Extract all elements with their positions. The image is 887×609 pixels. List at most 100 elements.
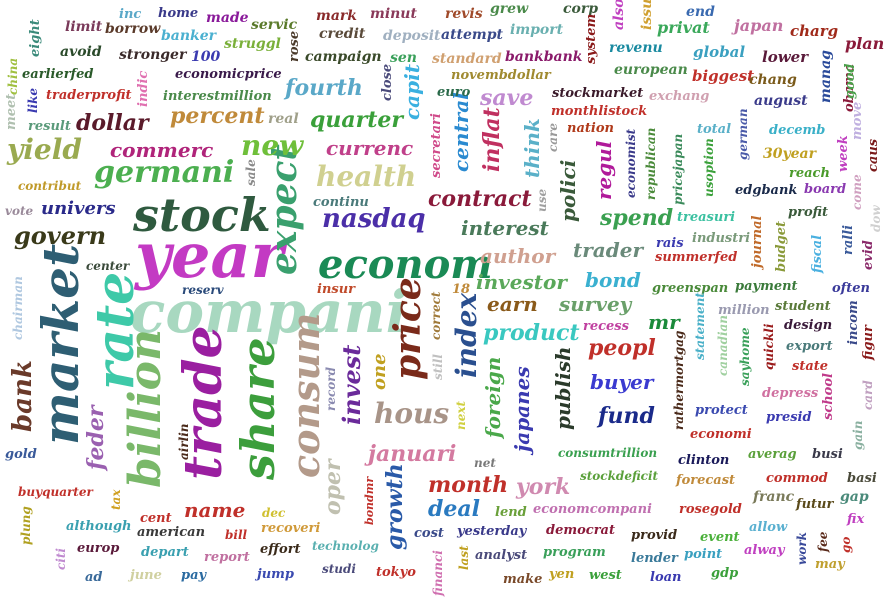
word: recoveri xyxy=(261,521,321,536)
word: economicprice xyxy=(175,67,282,82)
word: provid xyxy=(631,528,678,543)
word: net xyxy=(474,456,496,470)
word: inc xyxy=(119,7,142,22)
word: 18 xyxy=(452,282,471,297)
word: billion xyxy=(120,329,171,488)
word: interestmillion xyxy=(163,89,272,104)
word: stockmarket xyxy=(552,86,644,101)
word: revenu xyxy=(609,40,663,56)
word: economist xyxy=(624,128,638,198)
word: depress xyxy=(762,386,819,401)
word: oper xyxy=(320,459,346,515)
word: work xyxy=(795,532,809,565)
word: allow xyxy=(749,520,788,535)
word: product xyxy=(483,320,580,346)
word: monthlistock xyxy=(551,104,648,119)
word: banker xyxy=(161,28,217,44)
word: averag xyxy=(748,447,797,462)
word: earlierfed xyxy=(22,67,94,82)
word: bondmr xyxy=(363,476,376,525)
word: also xyxy=(611,0,627,30)
word: peopl xyxy=(588,335,656,361)
word: deal xyxy=(428,496,480,522)
word: invest xyxy=(337,344,366,425)
word: china xyxy=(6,57,20,95)
word: york xyxy=(516,474,571,500)
word: feder xyxy=(83,405,109,470)
word: busi xyxy=(812,447,843,462)
word: student xyxy=(775,299,831,314)
word: event xyxy=(700,530,740,545)
word: quarter xyxy=(310,107,403,133)
word: lend xyxy=(495,505,527,520)
word: futur xyxy=(796,497,834,512)
word: market xyxy=(31,243,90,445)
word: summerfed xyxy=(655,250,738,265)
word: exchang xyxy=(649,89,710,104)
word: yen xyxy=(549,567,575,582)
word: german xyxy=(736,108,750,160)
word: struggl xyxy=(224,36,281,52)
word: contribut xyxy=(18,179,82,193)
word: bond xyxy=(585,268,641,292)
word: european xyxy=(614,62,688,78)
word: percent xyxy=(170,103,265,129)
word: privat xyxy=(657,18,710,37)
word: basi xyxy=(847,471,877,486)
word: go xyxy=(839,536,853,553)
word: think xyxy=(520,118,544,178)
word: trader xyxy=(573,238,643,262)
word: lender xyxy=(631,551,678,566)
word: 30year xyxy=(763,146,816,162)
word: spend xyxy=(600,205,674,231)
word: consum xyxy=(283,312,328,478)
word: payment xyxy=(735,279,798,294)
word: revis xyxy=(445,6,483,22)
word: save xyxy=(480,85,534,111)
word: mr xyxy=(648,310,680,334)
word: ralli xyxy=(841,224,856,255)
word: studi xyxy=(322,562,356,576)
word: avoid xyxy=(60,44,102,60)
word: dollar xyxy=(76,110,149,136)
word: author xyxy=(480,244,556,268)
word: yesterday xyxy=(457,524,527,539)
word: good xyxy=(843,63,858,99)
word: contract xyxy=(428,186,532,212)
word: japan xyxy=(734,16,784,35)
word: consumtrillion xyxy=(558,446,658,460)
word: may xyxy=(815,557,845,572)
word: often xyxy=(832,281,870,296)
word: japanes xyxy=(510,366,534,452)
word: commod xyxy=(766,471,828,486)
word: effort xyxy=(260,542,301,557)
word: pay xyxy=(181,568,207,583)
word: reach xyxy=(789,166,830,181)
word: mark xyxy=(316,8,357,24)
word: usoption xyxy=(702,138,716,197)
word: rathermortgag xyxy=(672,330,686,430)
word: stronger xyxy=(119,47,187,63)
word: publish xyxy=(551,346,575,430)
word: bank xyxy=(8,360,38,432)
word: bill xyxy=(225,528,248,542)
word: index xyxy=(450,292,483,378)
word: republican xyxy=(644,127,658,200)
word: univers xyxy=(41,198,116,219)
word: deposit xyxy=(383,28,441,44)
word: europ xyxy=(77,541,120,556)
word: next xyxy=(454,400,468,430)
word: issu xyxy=(639,0,655,30)
word: attempt xyxy=(441,27,503,43)
word: point xyxy=(684,547,723,562)
word: like xyxy=(26,87,40,113)
word: indic xyxy=(136,70,151,107)
word: million xyxy=(718,303,770,318)
word: made xyxy=(206,10,249,26)
word: year xyxy=(135,219,284,292)
word: fix xyxy=(847,512,865,527)
word: west xyxy=(589,568,622,583)
word: tax xyxy=(109,489,123,510)
word: biggest xyxy=(692,67,755,85)
